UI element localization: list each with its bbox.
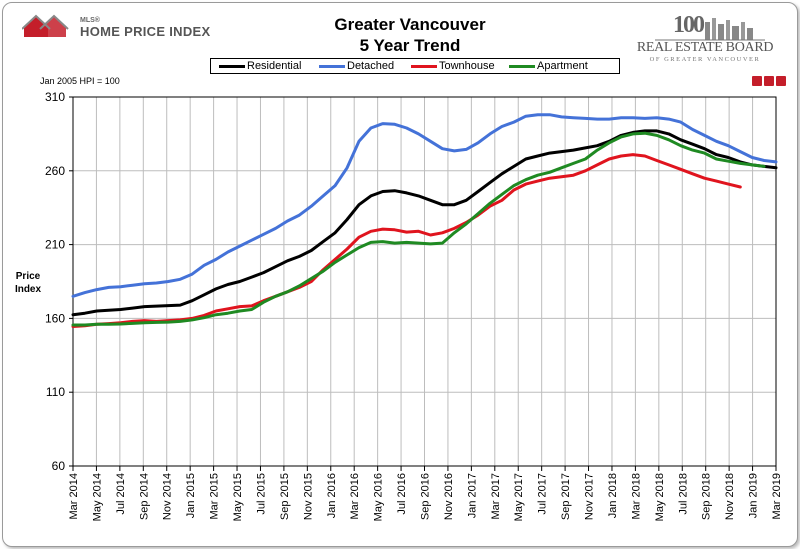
x-tick-label: Jan 2015	[185, 473, 197, 518]
board-anniversary-number: 100	[673, 12, 705, 38]
mls-hpi-logo: MLS® HOME PRICE INDEX	[22, 14, 222, 40]
x-tick-label: Nov 2017	[584, 473, 596, 520]
x-tick-label: Nov 2014	[162, 473, 174, 520]
legend-swatch-apartment	[509, 64, 535, 68]
house-badge-icon	[764, 76, 774, 86]
x-tick-label: Mar 2018	[630, 473, 642, 519]
legend-label-detached: Detached	[347, 60, 395, 72]
x-tick-label: Jan 2018	[607, 473, 619, 518]
legend-swatch-residential	[219, 64, 245, 68]
x-tick-label: Jul 2014	[115, 473, 127, 515]
x-tick-label: Jul 2018	[677, 473, 689, 515]
plot-border	[72, 96, 777, 467]
x-tick-label: Sep 2016	[420, 473, 432, 520]
x-tick-label: May 2015	[232, 473, 244, 521]
x-tick-label: Mar 2014	[68, 473, 80, 519]
x-tick-label: Mar 2019	[771, 473, 783, 519]
chart-legend: Residential Detached Townhouse Apartment	[210, 58, 620, 74]
house-icon	[22, 14, 69, 37]
x-tick-label: Nov 2018	[724, 473, 736, 520]
y-tick-label: 260	[45, 164, 65, 178]
x-tick-label: Jan 2017	[466, 473, 478, 518]
x-tick-label: Sep 2017	[560, 473, 572, 520]
base-note: Jan 2005 HPI = 100	[40, 76, 120, 86]
board-subtitle: OF GREATER VANCOUVER	[649, 56, 761, 63]
x-tick-label: Mar 2016	[349, 473, 361, 519]
legend-label-townhouse: Townhouse	[439, 60, 495, 72]
x-tick-label: Jul 2015	[255, 473, 267, 515]
y-tick-label: 310	[45, 90, 65, 104]
x-tick-label: May 2016	[373, 473, 385, 521]
legend-item-detached: Detached	[319, 59, 394, 73]
x-tick-label: Jul 2016	[396, 473, 408, 515]
x-tick-label: Sep 2015	[279, 473, 291, 520]
y-axis-label: Price Index	[14, 271, 42, 295]
x-tick-label: Jan 2016	[326, 473, 338, 518]
series-line-apartment	[71, 131, 766, 327]
mls-badges	[752, 76, 786, 88]
realtor-badge-icon	[776, 76, 786, 86]
legend-label-apartment: Apartment	[537, 60, 588, 72]
mls-badge-icon	[752, 76, 762, 86]
x-tick-label: May 2014	[91, 473, 103, 521]
x-tick-label: Sep 2018	[701, 473, 713, 520]
x-tick-label: Sep 2014	[138, 473, 150, 520]
legend-item-apartment: Apartment	[509, 59, 588, 73]
x-tick-label: Nov 2016	[443, 473, 455, 520]
x-tick-label: Nov 2015	[302, 473, 314, 520]
y-tick-label: 210	[45, 238, 65, 252]
y-tick-label: 110	[46, 385, 65, 399]
mls-mark: MLS®	[80, 17, 100, 24]
x-tick-label: Jan 2019	[748, 473, 760, 518]
x-tick-label: Mar 2015	[209, 473, 221, 519]
x-tick-label: May 2018	[654, 473, 666, 521]
real-estate-board-logo: 100 REAL ESTATE BOARD OF GREATER VANCOUV…	[635, 10, 775, 70]
legend-swatch-detached	[319, 64, 345, 68]
x-tick-label: Jul 2017	[537, 473, 549, 515]
legend-label-residential: Residential	[247, 60, 302, 72]
legend-swatch-townhouse	[411, 64, 437, 68]
y-tick-label: 160	[45, 311, 65, 325]
x-tick-label: May 2017	[513, 473, 525, 521]
board-name: REAL ESTATE BOARD	[636, 40, 774, 55]
series-line-detached	[71, 113, 778, 298]
title-line-2: 5 Year Trend	[359, 36, 461, 55]
series-line-residential	[71, 129, 778, 317]
legend-item-townhouse: Townhouse	[411, 59, 495, 73]
x-tick-label: Mar 2017	[490, 473, 502, 519]
y-tick-label: 60	[52, 459, 66, 473]
skyline-icon	[655, 18, 765, 41]
hpi-label: HOME PRICE INDEX	[80, 24, 211, 39]
chart-title: Greater Vancouver 5 Year Trend	[260, 14, 560, 56]
legend-item-residential: Residential	[219, 59, 301, 73]
title-line-1: Greater Vancouver	[334, 15, 486, 34]
